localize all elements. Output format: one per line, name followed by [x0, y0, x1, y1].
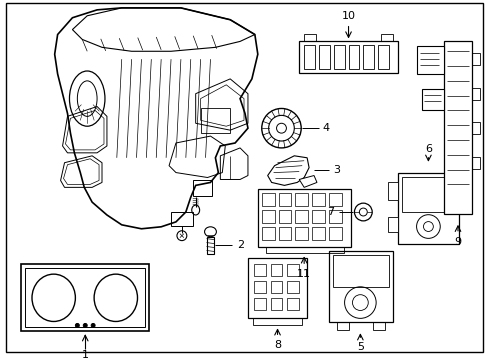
- Bar: [261, 210, 274, 223]
- Bar: [372, 323, 384, 330]
- Bar: [270, 264, 282, 276]
- Text: 10: 10: [341, 11, 355, 21]
- Bar: [270, 298, 282, 310]
- Text: 5: 5: [356, 342, 363, 352]
- Text: 4: 4: [322, 123, 329, 133]
- Bar: [333, 45, 344, 69]
- Bar: [318, 45, 329, 69]
- Text: 8: 8: [273, 340, 281, 350]
- Bar: [377, 45, 388, 69]
- Bar: [401, 176, 454, 212]
- Bar: [261, 193, 274, 206]
- Bar: [278, 210, 291, 223]
- Bar: [328, 251, 392, 323]
- Bar: [253, 264, 265, 276]
- Bar: [287, 281, 299, 293]
- Bar: [200, 108, 230, 133]
- Bar: [328, 193, 341, 206]
- Polygon shape: [55, 8, 257, 229]
- Bar: [206, 237, 214, 255]
- Bar: [397, 172, 458, 244]
- Bar: [471, 88, 479, 100]
- Bar: [311, 210, 324, 223]
- Bar: [328, 210, 341, 223]
- Bar: [257, 189, 351, 247]
- Bar: [287, 298, 299, 310]
- Bar: [171, 212, 192, 226]
- Bar: [299, 41, 397, 73]
- Bar: [328, 227, 341, 240]
- Bar: [295, 193, 307, 206]
- Bar: [363, 45, 373, 69]
- Bar: [443, 41, 471, 214]
- Bar: [295, 227, 307, 240]
- Bar: [252, 318, 302, 325]
- Bar: [416, 46, 443, 74]
- Bar: [380, 33, 392, 41]
- Bar: [253, 281, 265, 293]
- Bar: [387, 217, 397, 232]
- Bar: [21, 264, 149, 331]
- Text: 2: 2: [237, 239, 244, 249]
- Bar: [348, 45, 359, 69]
- Bar: [270, 281, 282, 293]
- Text: 1: 1: [81, 350, 88, 360]
- Bar: [261, 227, 274, 240]
- Bar: [278, 193, 291, 206]
- Bar: [311, 227, 324, 240]
- Ellipse shape: [75, 323, 79, 327]
- Bar: [287, 264, 299, 276]
- Text: 11: 11: [297, 269, 310, 279]
- Bar: [311, 193, 324, 206]
- Bar: [332, 255, 388, 287]
- Bar: [422, 89, 443, 111]
- Text: 3: 3: [332, 165, 339, 175]
- Text: 9: 9: [453, 237, 461, 247]
- Ellipse shape: [91, 323, 95, 327]
- Polygon shape: [299, 176, 316, 187]
- Bar: [336, 323, 348, 330]
- Bar: [387, 183, 397, 200]
- Bar: [295, 210, 307, 223]
- Ellipse shape: [261, 108, 301, 148]
- Bar: [192, 180, 212, 196]
- Bar: [471, 157, 479, 168]
- Ellipse shape: [83, 323, 87, 327]
- Bar: [304, 33, 315, 41]
- Bar: [247, 258, 306, 318]
- Bar: [25, 268, 145, 327]
- Polygon shape: [267, 156, 308, 185]
- Bar: [471, 122, 479, 134]
- Text: 7: 7: [326, 207, 333, 217]
- Bar: [304, 45, 314, 69]
- Ellipse shape: [354, 203, 371, 221]
- Text: 6: 6: [424, 144, 431, 154]
- Bar: [265, 247, 343, 253]
- Bar: [471, 53, 479, 65]
- Bar: [278, 227, 291, 240]
- Bar: [253, 298, 265, 310]
